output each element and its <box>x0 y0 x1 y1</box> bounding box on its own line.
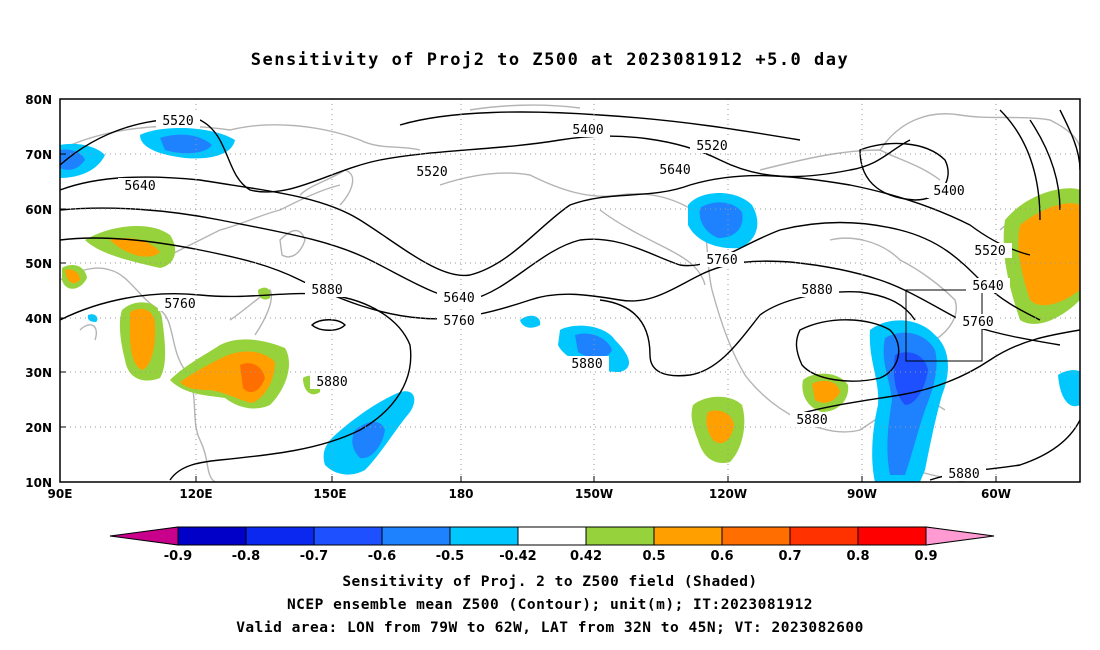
lat-ticks <box>60 98 66 483</box>
lat-tick-label: 80N <box>25 93 52 107</box>
contour-label: 5640 <box>972 279 1003 294</box>
contour-label: 5760 <box>706 253 737 268</box>
colorbar-label: 0.7 <box>778 549 801 564</box>
colorbar-swatch <box>653 526 723 546</box>
contour-label: 5880 <box>311 283 342 298</box>
graticule <box>60 99 1080 482</box>
lon-tick-label: 90W <box>847 487 877 501</box>
colorbar-label: -0.42 <box>499 549 536 564</box>
colorbar-min-arrow <box>109 526 179 546</box>
lat-tick-label: 10N <box>25 476 52 490</box>
lon-tick-label: 180 <box>448 487 473 501</box>
colorbar-swatch <box>381 526 451 546</box>
colorbar-label: -0.5 <box>436 549 464 564</box>
contour-label: 5520 <box>696 139 727 154</box>
colorbar-label: 0.5 <box>642 549 665 564</box>
contour-label: 5520 <box>974 244 1005 259</box>
colorbar-swatch <box>585 526 655 546</box>
lon-tick-label: 90E <box>48 487 73 501</box>
lon-ticks <box>59 476 997 482</box>
contour-label: 5880 <box>571 357 602 372</box>
colorbar: -0.9 -0.8 -0.7 -0.6 -0.5 -0.42 0.42 0.5 0.6 0.7 0.… <box>109 526 995 564</box>
colorbar-label: 0.9 <box>914 549 937 564</box>
lon-tick-label: 60W <box>981 487 1011 501</box>
map-title: Sensitivity of Proj2 to Z500 at 20230819… <box>250 50 850 70</box>
contour-label: 5880 <box>316 375 347 390</box>
colorbar-swatch <box>313 526 383 546</box>
contour-label: 5640 <box>124 179 155 194</box>
caption-line-1: Sensitivity of Proj. 2 to Z500 field (Sh… <box>342 574 758 590</box>
colorbar-swatch <box>721 526 791 546</box>
lat-tick-label: 40N <box>25 312 52 326</box>
colorbar-swatch <box>517 526 587 546</box>
contour-label: 5880 <box>801 283 832 298</box>
colorbar-swatch <box>177 526 247 546</box>
colorbar-label: -0.7 <box>300 549 328 564</box>
lat-tick-label: 70N <box>25 148 52 162</box>
contour-label: 5640 <box>443 291 474 306</box>
colorbar-max-arrow <box>925 526 995 546</box>
map-panel: 5520 5400 5520 5640 5520 5400 5640 5520 … <box>60 99 1080 482</box>
colorbar-label: 0.42 <box>570 549 602 564</box>
lat-tick-label: 50N <box>25 257 52 271</box>
colorbar-label: -0.8 <box>232 549 260 564</box>
contour-label: 5520 <box>416 165 447 180</box>
contour-label: 5760 <box>443 314 474 329</box>
contour-label: 5400 <box>933 184 964 199</box>
contour-label: 5760 <box>164 297 195 312</box>
colorbar-swatch <box>245 526 315 546</box>
lat-tick-label: 60N <box>25 203 52 217</box>
map-frame <box>59 98 1081 483</box>
lon-tick-label: 150W <box>575 487 613 501</box>
z500-contours <box>60 109 1080 481</box>
contour-label: 5880 <box>796 413 827 428</box>
contour-label: 5640 <box>659 163 690 178</box>
contour-label: 5880 <box>948 467 979 482</box>
contour-label: 5520 <box>162 114 193 129</box>
colorbar-label: 0.8 <box>846 549 869 564</box>
colorbar-label: -0.9 <box>164 549 192 564</box>
lat-tick-label: 20N <box>25 421 52 435</box>
lon-tick-label: 120E <box>179 487 212 501</box>
colorbar-swatch <box>789 526 859 546</box>
lon-tick-label: 120W <box>709 487 747 501</box>
contour-label: 5400 <box>572 123 603 138</box>
lon-tick-label: 150E <box>313 487 346 501</box>
caption-line-2: NCEP ensemble mean Z500 (Contour); unit(… <box>286 597 814 613</box>
lat-tick-label: 30N <box>25 366 52 380</box>
positive-sensitivity-shading <box>62 188 1080 464</box>
colorbar-swatch <box>449 526 519 546</box>
colorbar-label: 0.6 <box>710 549 733 564</box>
colorbar-label: -0.6 <box>368 549 396 564</box>
colorbar-swatch <box>857 526 927 546</box>
contour-label: 5760 <box>962 315 993 330</box>
contour-labels: 5520 5400 5520 5640 5520 5400 5640 5520 … <box>118 113 1012 482</box>
caption-line-3: Valid area: LON from 79W to 62W, LAT fro… <box>236 620 864 636</box>
